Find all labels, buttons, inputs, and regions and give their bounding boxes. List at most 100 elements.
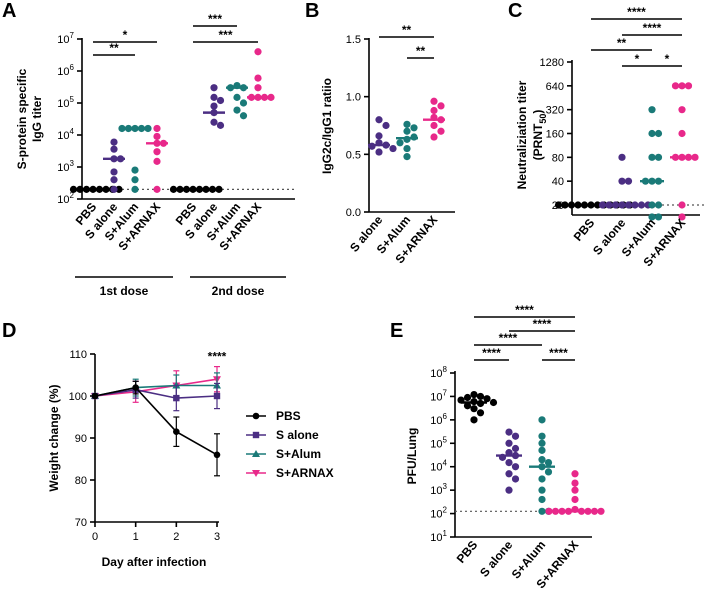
data-point xyxy=(538,486,546,494)
data-point xyxy=(571,495,579,504)
data-point xyxy=(574,201,582,209)
data-point xyxy=(571,486,579,494)
data-point xyxy=(463,402,472,410)
data-point xyxy=(233,106,241,114)
data-point xyxy=(654,129,663,138)
data-point xyxy=(561,201,569,209)
series-line xyxy=(94,386,218,456)
data-point xyxy=(545,507,553,515)
data-point xyxy=(153,185,161,193)
y-tick-label: 103 xyxy=(430,482,447,497)
x-axis-label: Day after infection xyxy=(102,555,207,569)
data-point xyxy=(544,458,553,467)
data-point xyxy=(375,132,383,140)
y-tick-label: 40 xyxy=(552,176,564,188)
data-point xyxy=(648,153,656,161)
data-point xyxy=(216,121,225,129)
y-tick-label: 70 xyxy=(75,517,87,529)
x-tick-label: 2 xyxy=(173,531,179,543)
data-point xyxy=(210,102,218,110)
data-point xyxy=(110,176,118,184)
data-point xyxy=(483,395,491,403)
significance-label: ** xyxy=(109,41,119,55)
data-point xyxy=(239,99,248,107)
data-point xyxy=(430,106,438,115)
y-tick-label: 1280 xyxy=(540,57,564,69)
y-tick-label: 104 xyxy=(430,459,447,474)
data-point xyxy=(216,96,225,105)
data-point xyxy=(538,456,546,464)
significance-label: * xyxy=(635,52,640,66)
data-point xyxy=(678,213,686,221)
data-point xyxy=(678,82,686,90)
legend-label: S+Alum xyxy=(276,447,321,461)
data-point xyxy=(571,479,579,487)
x-tick-label: 1 xyxy=(133,531,139,543)
legend-label: S alone xyxy=(276,428,319,442)
line-marker xyxy=(213,392,221,400)
line-marker xyxy=(252,450,260,457)
data-point xyxy=(505,486,513,494)
data-point xyxy=(648,106,656,114)
y-tick-label: 90 xyxy=(75,433,87,445)
y-tick-label: 320 xyxy=(546,105,564,117)
data-point xyxy=(403,120,411,128)
data-point xyxy=(254,48,262,56)
y-tick-label: 102 xyxy=(430,506,447,521)
data-point xyxy=(476,392,485,401)
data-point xyxy=(648,201,656,209)
y-tick-label: 1.0 xyxy=(346,92,361,104)
legend-label: PBS xyxy=(276,409,301,423)
data-point xyxy=(110,145,118,153)
data-point xyxy=(153,132,161,141)
data-point xyxy=(505,458,513,467)
y-tick-label: 103 xyxy=(57,159,74,174)
panel-label: C xyxy=(508,0,522,22)
y-axis-label: PFU/Lung xyxy=(405,428,419,485)
group-label: 1st dose xyxy=(100,284,149,298)
panel-label: B xyxy=(305,0,319,22)
line-marker xyxy=(252,470,260,477)
data-point xyxy=(131,185,139,193)
significance-label: **** xyxy=(627,5,646,19)
category-label: PBS xyxy=(454,538,481,566)
panel-d: D Weight change (%) Day after infection 70 8… xyxy=(2,320,334,569)
data-point xyxy=(618,177,626,185)
line-marker xyxy=(252,431,260,439)
data-point xyxy=(463,393,472,402)
data-point xyxy=(605,201,613,209)
data-point xyxy=(254,84,262,92)
y-tick-label: 110 xyxy=(69,349,87,361)
y-tick-label: 0.5 xyxy=(346,149,361,161)
legend-label: S+ARNAX xyxy=(276,466,334,480)
panel-label: E xyxy=(390,320,403,342)
data-point xyxy=(389,144,397,153)
data-point xyxy=(403,127,411,135)
data-point xyxy=(375,148,383,156)
data-point xyxy=(511,475,520,483)
significance-label: **** xyxy=(643,21,662,35)
data-point xyxy=(131,166,139,174)
significance-label: *** xyxy=(208,12,222,26)
y-tick-label: 106 xyxy=(57,63,74,78)
data-point xyxy=(176,185,184,193)
data-point xyxy=(538,432,546,440)
data-point xyxy=(691,153,699,161)
significance-label: **** xyxy=(208,349,227,363)
data-point xyxy=(110,138,118,146)
data-point xyxy=(678,129,686,138)
line-marker xyxy=(213,451,221,459)
line-marker xyxy=(132,384,139,391)
x-tick-label: 0 xyxy=(92,531,98,543)
y-tick-label: 107 xyxy=(430,388,447,403)
line-marker xyxy=(173,394,180,402)
data-point xyxy=(624,177,633,185)
data-point xyxy=(210,93,218,101)
data-point xyxy=(538,416,546,424)
y-tick-label: 104 xyxy=(57,127,74,142)
y-tick-label: 108 xyxy=(430,365,447,380)
y-axis-label: Neutraliziation titer (PRNT50) xyxy=(515,80,548,189)
significance-label: **** xyxy=(499,331,518,345)
data-point xyxy=(76,185,84,193)
